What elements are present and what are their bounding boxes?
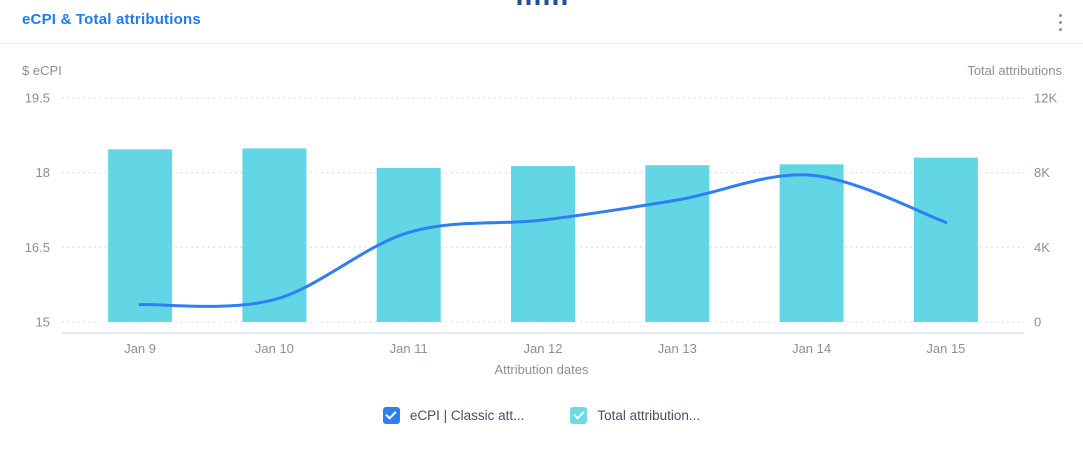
x-axis-tick-label: Jan 12 (523, 341, 562, 356)
x-axis-tick-label: Jan 14 (792, 341, 831, 356)
kebab-dot (1058, 20, 1062, 24)
widget-header: eCPI & Total attributions (0, 0, 1083, 44)
legend-label: eCPI | Classic att... (409, 408, 525, 423)
left-axis-caption: $ eCPI (22, 63, 62, 78)
kebab-menu-icon[interactable] (1049, 9, 1071, 35)
right-axis-tick-label: 12K (1034, 91, 1057, 106)
left-axis-tick-label: 18 (36, 165, 50, 180)
checked-checkbox-icon[interactable] (570, 407, 588, 424)
drag-dot (526, 0, 530, 5)
x-axis-tick-label: Jan 15 (926, 341, 965, 356)
x-axis-tick-label: Jan 13 (658, 341, 697, 356)
x-axis-tick-label: Jan 11 (390, 341, 428, 356)
widget-title: eCPI & Total attributions (22, 11, 201, 28)
drag-dot (544, 0, 548, 5)
checked-checkbox-icon[interactable] (382, 407, 400, 424)
total-attributions-bar[interactable] (242, 148, 307, 322)
legend-item-ecpi[interactable]: eCPI | Classic att... (382, 407, 525, 424)
x-axis-title: Attribution dates (494, 362, 589, 377)
right-axis-caption: Total attributions (967, 63, 1062, 78)
drag-dot (535, 0, 539, 5)
x-axis-tick-label: Jan 10 (255, 341, 294, 356)
right-axis-tick-label: 8K (1034, 165, 1050, 180)
right-axis-tick-label: 0 (1034, 315, 1041, 330)
total-attributions-bar[interactable] (108, 149, 173, 322)
right-axis-tick-label: 4K (1034, 240, 1050, 255)
ecpi-line[interactable] (138, 173, 948, 308)
drag-dot (517, 0, 521, 5)
total-attributions-bar[interactable] (645, 165, 710, 322)
chart-legend: eCPI | Classic att... Total attribution.… (0, 407, 1083, 424)
total-attributions-bar[interactable] (779, 164, 844, 322)
combo-chart: 15 0 16.5 4K 18 8K 19.5 12K Jan 9 Jan 10 Jan 11 Jan… (25, 91, 1058, 357)
x-axis-tick-label: Jan 9 (124, 341, 156, 356)
legend-item-total-attributions[interactable]: Total attribution... (570, 407, 700, 424)
legend-label: Total attribution... (597, 408, 701, 423)
total-attributions-bar[interactable] (376, 168, 441, 322)
total-attributions-bar[interactable] (913, 157, 978, 322)
kebab-dot (1058, 27, 1062, 31)
kebab-dot (1058, 13, 1062, 17)
left-axis-tick-label: 16.5 (25, 240, 50, 255)
drag-handle-icon[interactable] (517, 0, 566, 5)
left-axis-tick-label: 15 (36, 315, 50, 330)
left-axis-tick-label: 19.5 (25, 91, 50, 106)
total-attributions-bar[interactable] (511, 166, 575, 322)
drag-dot (553, 0, 557, 5)
drag-dot (562, 0, 566, 5)
